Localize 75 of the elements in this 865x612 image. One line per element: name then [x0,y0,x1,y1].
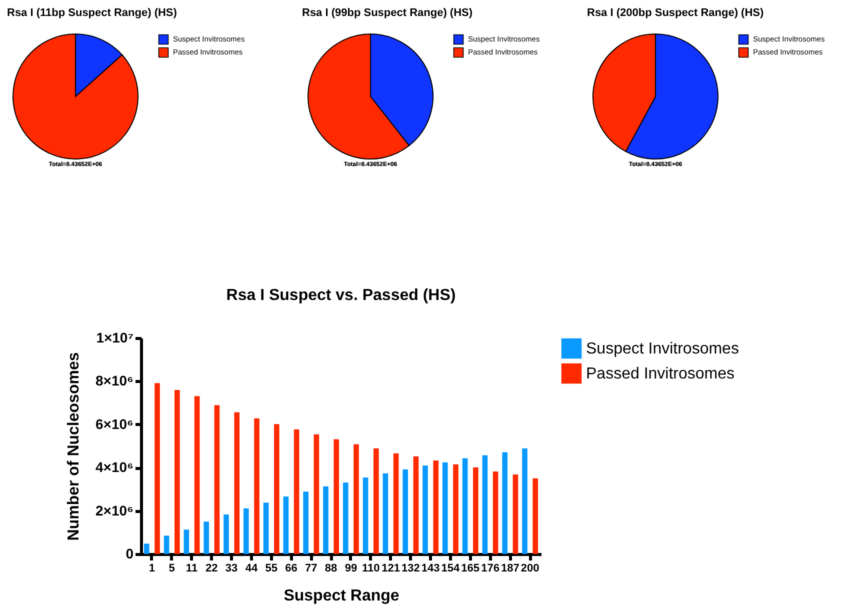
x-tick-label: 121 [382,562,400,574]
bar [532,478,538,554]
y-tick-label: 8×10⁶ [96,372,134,389]
bar [224,514,229,554]
bar [144,544,150,554]
bar [194,396,200,554]
chart-title: Rsa I Suspect vs. Passed (HS) [226,287,456,304]
bar [263,502,269,554]
y-tick-label: 0 [126,546,134,562]
bar [283,496,289,554]
chart-title: Rsa I (99bp Suspect Range) (HS) [302,7,473,19]
bar [303,492,308,554]
pie-slice [12,34,138,160]
bar [204,522,209,554]
bar [362,478,368,554]
bar [442,462,448,554]
x-tick-label: 187 [500,562,520,574]
bar [294,429,300,554]
x-tick-label: 200 [520,562,540,574]
y-tick-label: 6×10⁶ [96,416,134,432]
x-tick-label: 11 [186,562,198,574]
bar [502,452,508,554]
bar [422,465,428,554]
x-tick-label: 22 [206,562,218,574]
x-tick-label: 77 [305,562,318,574]
bar [453,464,458,554]
bar [184,530,190,554]
chart-title: Rsa I (11bp Suspect Range) (HS) [7,7,178,19]
x-tick-label: 99 [344,562,358,574]
bar [374,448,379,554]
bar [473,467,478,554]
bar [314,434,320,554]
bar [243,508,249,554]
bar [522,448,528,554]
x-tick-label: 55 [265,562,278,574]
legend-label: Suspect Invitrosomes [586,340,739,358]
x-tick-label: 154 [441,562,461,574]
x-tick-label: 143 [421,562,440,574]
x-tick-label: 132 [401,562,420,574]
y-axis-title: Number of Nucleosomes [66,352,83,541]
x-tick-label: 5 [168,562,175,574]
bar [234,412,240,554]
bar [323,486,328,554]
bar [482,455,488,554]
x-tick-label: 33 [225,562,238,574]
bar [342,482,348,554]
bar [462,458,468,554]
bar [214,405,220,554]
bar [413,456,419,554]
y-tick-label: 2×10⁶ [96,502,134,518]
x-tick-label: 88 [324,562,338,574]
x-tick-label: 66 [285,562,298,574]
bar [334,439,340,554]
bar [274,424,280,554]
bar [254,418,260,554]
legend-label: Passed Invitrosomes [586,366,735,382]
bar [393,453,399,554]
x-tick-label: 1 [148,562,156,574]
x-axis-title: Suspect Range [284,588,400,604]
bar [512,474,518,554]
bar [382,473,388,554]
bar [433,460,439,554]
x-tick-label: 165 [461,562,480,574]
y-tick-label: 4×10⁶ [96,459,134,476]
bar [354,444,359,554]
bar [492,471,498,554]
x-tick-label: 110 [362,562,380,574]
bar [174,390,180,554]
x-tick-label: 44 [245,562,258,574]
bar [402,469,408,554]
bar [154,383,160,554]
y-tick-label: 1×10⁷ [96,330,134,346]
chart-title: Rsa I (200bp Suspect Range) (HS) [587,7,764,19]
bar [164,536,170,554]
x-tick-label: 176 [481,562,500,574]
